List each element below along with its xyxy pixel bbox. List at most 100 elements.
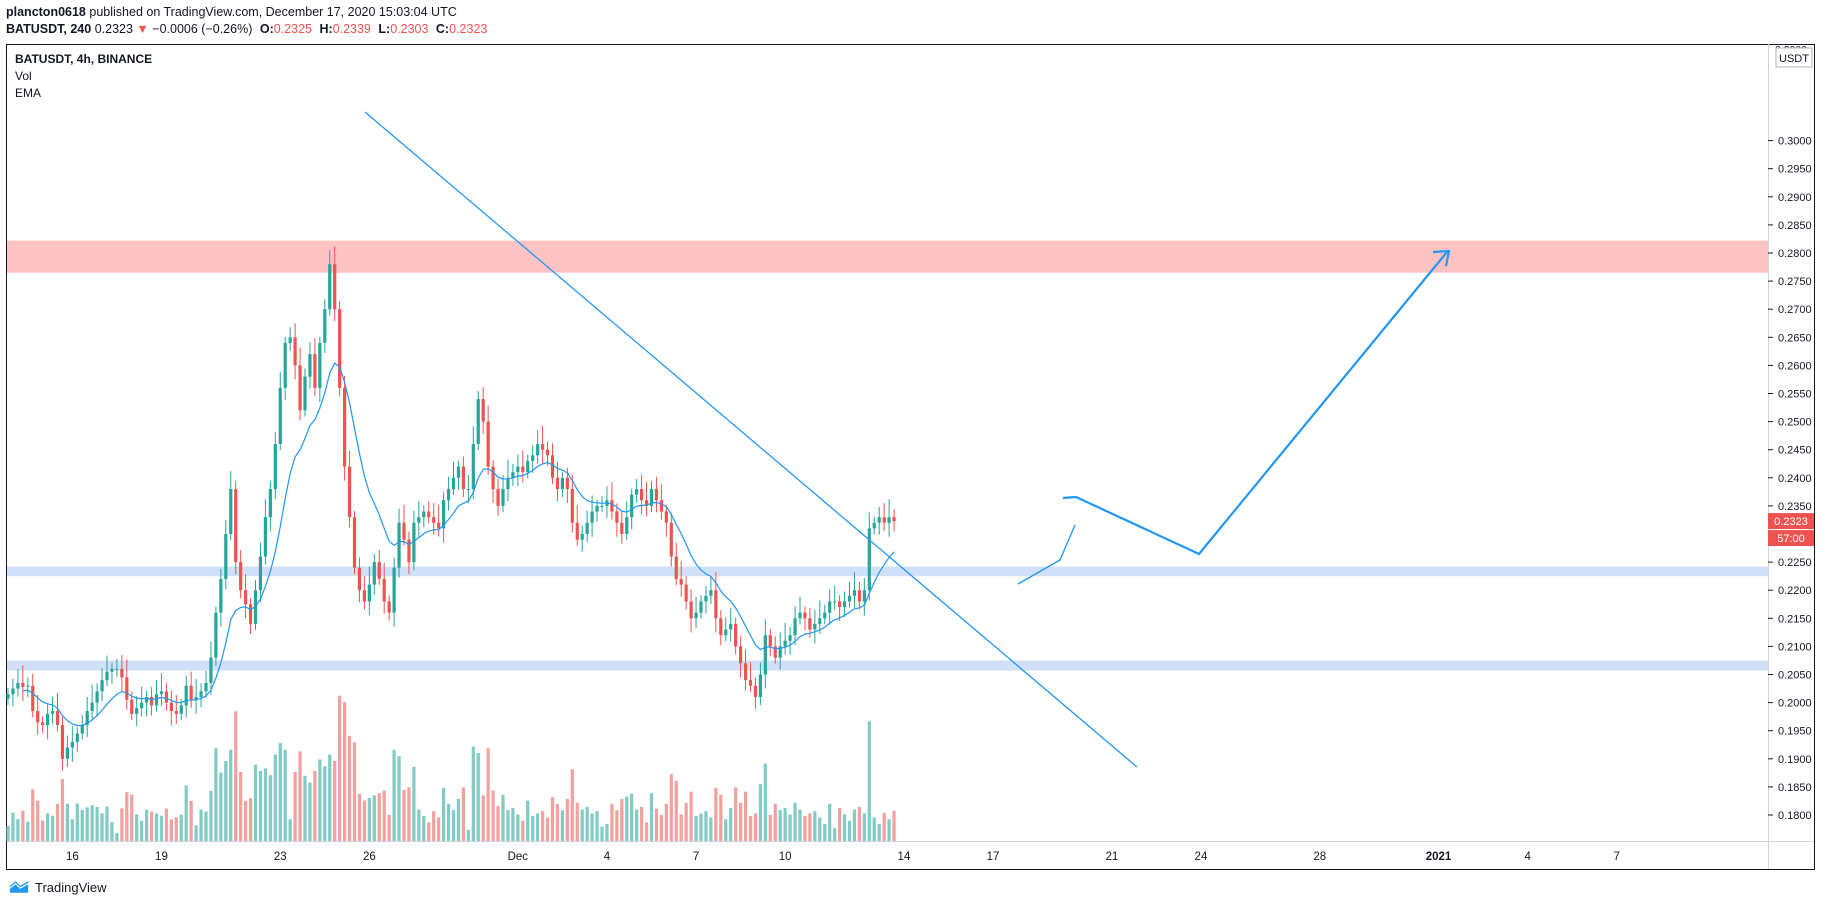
candle-body[interactable] <box>456 466 461 478</box>
candle-body[interactable] <box>630 494 634 518</box>
candle-body[interactable] <box>46 713 50 726</box>
candle-body[interactable] <box>882 517 886 523</box>
candle-body[interactable] <box>6 694 10 699</box>
candle-body[interactable] <box>50 711 55 714</box>
candle-body[interactable] <box>753 685 758 697</box>
candle-body[interactable] <box>224 534 228 579</box>
candle-body[interactable] <box>778 646 782 658</box>
candle-body[interactable] <box>214 612 218 658</box>
candle-body[interactable] <box>377 562 381 579</box>
candle-body[interactable] <box>115 668 119 670</box>
projection-path[interactable] <box>1062 251 1448 556</box>
candle-body[interactable] <box>699 601 703 613</box>
candle-body[interactable] <box>640 489 644 501</box>
candle-body[interactable] <box>595 505 599 512</box>
candle-body[interactable] <box>244 590 248 605</box>
candle-body[interactable] <box>615 511 619 523</box>
candle-body[interactable] <box>209 657 213 683</box>
candle-body[interactable] <box>263 517 267 557</box>
candle-body[interactable] <box>516 466 520 473</box>
candle-body[interactable] <box>813 623 817 630</box>
candle-body[interactable] <box>580 534 584 540</box>
candle-body[interactable] <box>600 505 604 507</box>
candle-body[interactable] <box>635 489 639 495</box>
candle-body[interactable] <box>145 696 149 703</box>
candle-body[interactable] <box>16 682 20 689</box>
candle-body[interactable] <box>823 612 827 619</box>
candle-body[interactable] <box>783 640 787 647</box>
candle-body[interactable] <box>486 421 490 467</box>
author-name[interactable]: plancton0618 <box>6 5 86 19</box>
candle-body[interactable] <box>347 466 352 518</box>
candle-body[interactable] <box>70 741 74 748</box>
candle-body[interactable] <box>422 511 426 518</box>
candle-body[interactable] <box>169 702 173 712</box>
candle-body[interactable] <box>798 612 802 619</box>
candle-body[interactable] <box>743 663 748 681</box>
drawings-layer[interactable] <box>364 111 1451 768</box>
candle-body[interactable] <box>684 584 688 602</box>
candle-body[interactable] <box>862 590 866 602</box>
candle-body[interactable] <box>664 511 668 523</box>
candle-body[interactable] <box>803 612 807 619</box>
candle-body[interactable] <box>407 539 411 563</box>
candle-body[interactable] <box>417 517 421 523</box>
candle-body[interactable] <box>719 618 723 636</box>
candle-body[interactable] <box>387 601 391 613</box>
candle-body[interactable] <box>659 500 663 512</box>
candle-body[interactable] <box>729 623 733 630</box>
candle-body[interactable] <box>90 702 94 712</box>
candle-body[interactable] <box>333 264 337 310</box>
candle-body[interactable] <box>560 477 564 490</box>
candle-body[interactable] <box>818 618 822 624</box>
candle-body[interactable] <box>763 635 767 675</box>
candle-body[interactable] <box>357 567 362 591</box>
breakout-channel[interactable] <box>1017 524 1076 585</box>
candle-body[interactable] <box>174 711 178 714</box>
candle-body[interactable] <box>21 682 25 687</box>
candle-body[interactable] <box>154 694 159 706</box>
candle-body[interactable] <box>704 595 708 602</box>
candle-body[interactable] <box>85 711 89 726</box>
candle-body[interactable] <box>491 466 495 490</box>
candle-body[interactable] <box>120 668 124 678</box>
candle-body[interactable] <box>248 604 253 624</box>
candle-body[interactable] <box>887 517 891 523</box>
candle-body[interactable] <box>654 489 659 501</box>
price-axis[interactable]: 0.1800 0.1850 0.1900 0.1950 0.2000 0.2050 0.21… <box>1768 136 1812 822</box>
candle-body[interactable] <box>288 337 292 343</box>
candle-body[interactable] <box>481 399 485 422</box>
candle-body[interactable] <box>610 500 614 512</box>
candle-body[interactable] <box>838 601 842 608</box>
candle-body[interactable] <box>877 517 881 523</box>
candle-body[interactable] <box>748 680 753 686</box>
candle-body[interactable] <box>545 449 550 456</box>
legend-volume[interactable]: Vol <box>15 69 32 83</box>
candle-body[interactable] <box>669 522 673 557</box>
candle-body[interactable] <box>451 477 456 490</box>
candle-body[interactable] <box>625 517 629 534</box>
candle-body[interactable] <box>338 309 342 388</box>
candle-body[interactable] <box>466 489 470 491</box>
candle-body[interactable] <box>768 635 772 647</box>
candle-body[interactable] <box>283 342 287 388</box>
candle-body[interactable] <box>110 668 114 672</box>
currency-badge[interactable] <box>1775 47 1813 68</box>
candle-body[interactable] <box>531 455 535 461</box>
candle-body[interactable] <box>734 623 738 647</box>
descending-trendline[interactable] <box>364 111 1138 768</box>
candle-body[interactable] <box>229 489 233 534</box>
candle-body[interactable] <box>541 444 545 450</box>
candle-body[interactable] <box>159 691 164 695</box>
candle-body[interactable] <box>714 590 718 619</box>
candle-body[interactable] <box>31 685 35 712</box>
candle-body[interactable] <box>130 699 134 714</box>
candle-body[interactable] <box>521 466 525 473</box>
candle-body[interactable] <box>739 646 743 664</box>
candle-body[interactable] <box>80 725 84 734</box>
candle-body[interactable] <box>268 489 272 518</box>
candle-body[interactable] <box>184 685 188 706</box>
candle-body[interactable] <box>550 455 555 478</box>
candle-body[interactable] <box>427 511 431 518</box>
